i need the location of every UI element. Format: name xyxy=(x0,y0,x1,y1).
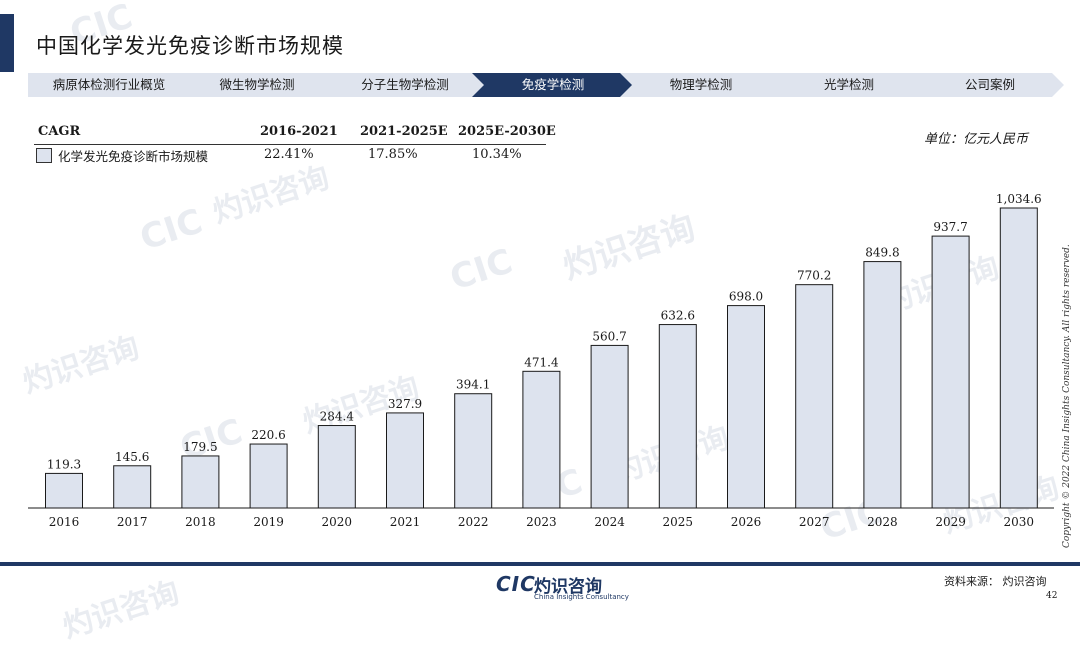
bar xyxy=(317,425,356,509)
x-tick-label: 2026 xyxy=(731,515,762,529)
page-number: 42 xyxy=(1046,591,1058,601)
bar xyxy=(590,344,629,509)
bar xyxy=(181,455,220,509)
legend-swatch xyxy=(36,148,52,163)
x-tick-label: 2030 xyxy=(1004,515,1035,529)
bar-chart: 119.3 2016 145.6 2017 179.5 2018 220.6 2019 284.… xyxy=(28,192,1054,529)
x-tick-label: 2016 xyxy=(49,515,80,529)
data-label: 327.9 xyxy=(388,397,422,411)
data-label: 119.3 xyxy=(47,457,81,471)
cagr-value: 17.85% xyxy=(368,147,418,162)
data-label: 770.2 xyxy=(797,269,831,283)
copyright-text: Copyright © 2022 China Insights Consulta… xyxy=(1062,244,1072,548)
bar xyxy=(113,465,152,509)
x-tick-label: 2023 xyxy=(526,515,557,529)
nav-tab[interactable]: 分子生物学检测 xyxy=(324,73,486,97)
cagr-period: 2025E-2030E xyxy=(458,124,556,139)
cagr-period: 2016-2021 xyxy=(260,124,338,139)
footer-rule xyxy=(0,562,1080,566)
x-tick-label: 2020 xyxy=(322,515,353,529)
legend-label: 化学发光免疫诊断市场规模 xyxy=(58,149,209,164)
data-label: 849.8 xyxy=(865,246,899,260)
bar xyxy=(727,305,765,509)
data-label: 632.6 xyxy=(661,309,695,323)
bar xyxy=(386,412,424,509)
logo-name-cn: 灼识咨询 xyxy=(534,577,602,597)
nav-tab[interactable]: 病原体检测行业概览 xyxy=(28,73,190,97)
data-label: 394.1 xyxy=(456,378,490,392)
x-tick-label: 2025 xyxy=(663,515,694,529)
x-tick-label: 2024 xyxy=(594,515,625,529)
nav-tab[interactable]: 免疫学检测 xyxy=(472,73,634,97)
data-label: 284.4 xyxy=(320,410,355,424)
source-note: 资料来源： 灼识咨询 xyxy=(944,575,1047,588)
data-label: 1,034.6 xyxy=(996,192,1042,206)
cagr-value: 10.34% xyxy=(472,147,522,162)
cic-logo-icon: CIC xyxy=(496,572,536,596)
x-tick-label: 2018 xyxy=(185,515,216,529)
page-title: 中国化学发光免疫诊断市场规模 xyxy=(36,34,344,58)
x-tick-label: 2027 xyxy=(799,515,830,529)
nav-tab[interactable]: 公司案例 xyxy=(916,73,1064,97)
bar xyxy=(795,284,834,509)
data-label: 937.7 xyxy=(933,220,967,234)
bar xyxy=(658,324,697,509)
data-label: 471.4 xyxy=(524,355,559,369)
bar xyxy=(931,235,970,509)
title-accent-bar xyxy=(0,14,14,72)
data-label: 220.6 xyxy=(251,428,285,442)
logo-name-en: China Insights Consultancy xyxy=(534,593,629,601)
bar xyxy=(45,472,83,509)
bar xyxy=(863,261,902,509)
bar xyxy=(522,370,561,509)
bar xyxy=(999,207,1038,509)
nav-tab[interactable]: 物理学检测 xyxy=(620,73,782,97)
data-label: 179.5 xyxy=(183,440,217,454)
x-tick-label: 2017 xyxy=(117,515,148,529)
x-tick-label: 2028 xyxy=(867,515,898,529)
data-label: 145.6 xyxy=(115,450,149,464)
nav-tab[interactable]: 微生物学检测 xyxy=(176,73,338,97)
bar xyxy=(249,443,288,509)
bar xyxy=(454,393,493,509)
nav-tab[interactable]: 光学检测 xyxy=(768,73,930,97)
data-label: 560.7 xyxy=(592,329,626,343)
x-tick-label: 2019 xyxy=(253,515,284,529)
cagr-header-label: CAGR xyxy=(38,124,81,139)
x-tick-label: 2021 xyxy=(390,515,421,529)
unit-label: 单位：亿元人民币 xyxy=(924,132,1029,147)
x-tick-label: 2029 xyxy=(935,515,966,529)
cagr-period: 2021-2025E xyxy=(360,124,448,139)
section-nav: 病原体检测行业概览 微生物学检测 分子生物学检测 免疫学检测 物理学检测 光学检测 公司案例 xyxy=(28,73,1064,97)
data-label: 698.0 xyxy=(729,290,763,304)
x-tick-label: 2022 xyxy=(458,515,489,529)
cagr-value: 22.41% xyxy=(264,147,314,162)
cagr-header-row: CAGR 2016-2021 2021-2025E 2025E-2030E xyxy=(34,124,556,145)
